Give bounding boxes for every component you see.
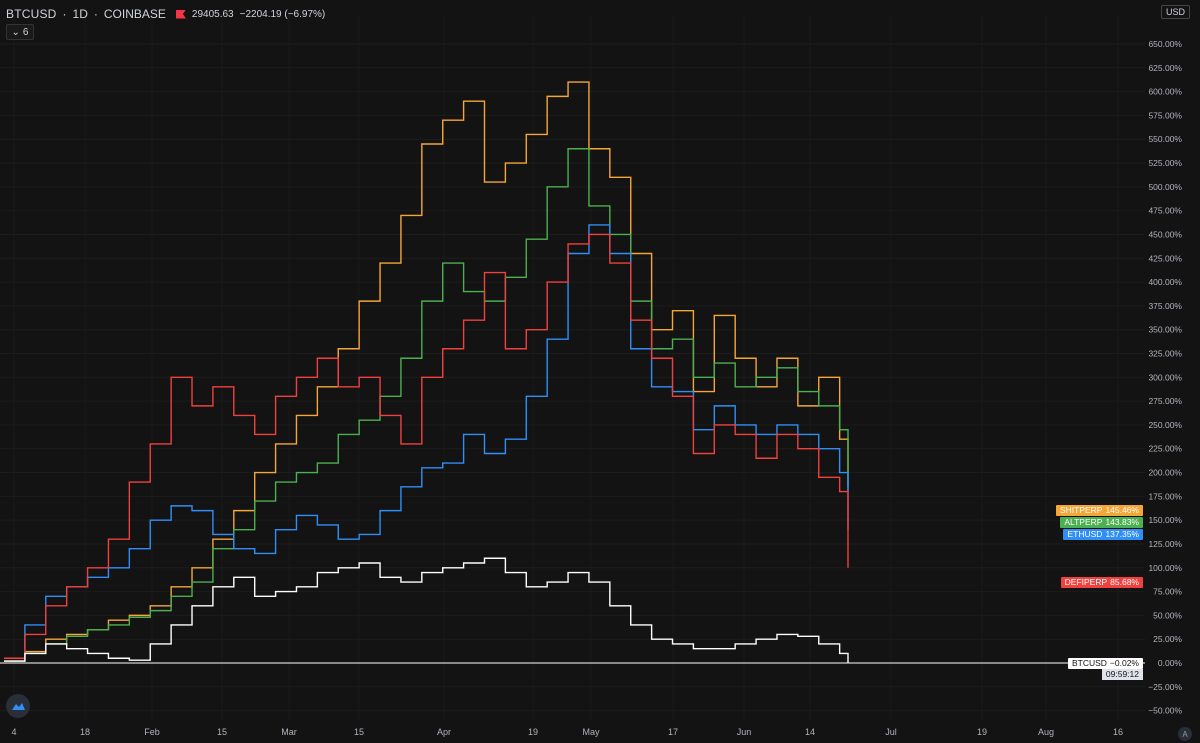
indicators-toggle[interactable]: ⌄ 6 — [6, 24, 34, 40]
legend-header: BTCUSD · 1D · COINBASE 29405.63 −2204.19… — [6, 4, 325, 24]
y-tick-label: −50.00% — [1148, 706, 1182, 716]
y-tick-label: 625.00% — [1148, 63, 1182, 73]
tradingview-logo-icon[interactable] — [6, 694, 30, 718]
y-tick-label: 0.00% — [1158, 658, 1183, 668]
series-name: BTCUSD — [1071, 658, 1107, 668]
series-lines — [4, 81, 849, 663]
series-name: ETHUSD — [1067, 529, 1103, 539]
price-change: −2204.19 (−6.97%) — [239, 8, 326, 20]
y-tick-label: 25.00% — [1153, 634, 1182, 644]
x-tick-label: 15 — [217, 727, 227, 737]
y-tick-label: 375.00% — [1148, 301, 1182, 311]
series-value: 85.68% — [1110, 577, 1139, 587]
x-tick-label: Jul — [885, 727, 897, 737]
x-tick-label: Jun — [737, 727, 752, 737]
ethusd-value-tag: ETHUSD 137.35% — [1063, 529, 1143, 540]
x-tick-label: 17 — [668, 727, 678, 737]
series-value: 145.46% — [1105, 505, 1139, 515]
x-tick-label: 18 — [80, 727, 90, 737]
x-axis: 4 18 Feb 15 Mar 15 Apr 19 May 17 Jun 14 Jul 19 Aug 16 — [11, 727, 1123, 737]
interval-label[interactable]: 1D — [72, 7, 88, 21]
y-tick-label: 200.00% — [1148, 468, 1182, 478]
y-tick-label: 475.00% — [1148, 206, 1182, 216]
y-tick-label: 150.00% — [1148, 515, 1182, 525]
y-tick-label: 275.00% — [1148, 396, 1182, 406]
separator-dot: · — [93, 7, 98, 21]
currency-tag[interactable]: USD — [1160, 5, 1190, 19]
y-tick-label: 50.00% — [1153, 610, 1182, 620]
y-tick-label: 400.00% — [1148, 277, 1182, 287]
series-line-ethusd — [4, 224, 849, 659]
y-tick-label: 75.00% — [1153, 587, 1182, 597]
shitperp-value-tag: SHITPERP 145.46% — [1055, 505, 1143, 516]
series-line-altperp — [4, 148, 849, 662]
x-tick-label: Mar — [281, 727, 297, 737]
y-tick-label: 450.00% — [1148, 229, 1182, 239]
x-tick-label: 19 — [528, 727, 538, 737]
altperp-value-tag: ALTPERP 143.83% — [1060, 517, 1143, 528]
series-value: −0.02% — [1109, 658, 1139, 668]
x-tick-label: 14 — [805, 727, 815, 737]
y-tick-label: 350.00% — [1148, 325, 1182, 335]
series-line-defiperp — [4, 233, 849, 659]
y-tick-label: 325.00% — [1148, 349, 1182, 359]
y-tick-label: 650.00% — [1148, 39, 1182, 49]
x-tick-label: 19 — [977, 727, 987, 737]
y-tick-label: 175.00% — [1148, 491, 1182, 501]
series-name: SHITPERP — [1059, 505, 1103, 515]
x-tick-label: 16 — [1113, 727, 1123, 737]
x-tick-label: 15 — [354, 727, 364, 737]
series-line-shitperp — [4, 81, 849, 662]
x-tick-label: Apr — [437, 727, 451, 737]
last-price: 29405.63 — [191, 8, 234, 20]
y-tick-label: 125.00% — [1148, 539, 1182, 549]
y-tick-label: 300.00% — [1148, 372, 1182, 382]
series-line-btcusd — [4, 557, 849, 663]
bar-countdown: 09:59:12 — [1101, 669, 1143, 680]
y-tick-label: 500.00% — [1148, 182, 1182, 192]
indicator-count: 6 — [22, 26, 29, 38]
y-tick-label: 100.00% — [1148, 563, 1182, 573]
y-tick-label: 225.00% — [1148, 444, 1182, 454]
auto-scale-button[interactable]: A — [1178, 727, 1192, 741]
y-tick-label: 525.00% — [1148, 158, 1182, 168]
grid-lines — [0, 15, 1145, 720]
y-tick-label: 425.00% — [1148, 253, 1182, 263]
exchange-label: COINBASE — [103, 7, 166, 21]
defiperp-value-tag: DEFIPERP 85.68% — [1060, 577, 1143, 588]
y-tick-label: 575.00% — [1148, 110, 1182, 120]
cloud-icon — [12, 703, 25, 710]
separator-dot: · — [62, 7, 67, 21]
y-tick-label: −25.00% — [1148, 682, 1182, 692]
series-value: 143.83% — [1105, 517, 1139, 527]
x-tick-label: Aug — [1038, 727, 1054, 737]
x-tick-label: May — [582, 727, 600, 737]
series-value: 137.35% — [1105, 529, 1139, 539]
series-name: ALTPERP — [1064, 517, 1103, 527]
x-tick-label: Feb — [144, 727, 160, 737]
y-axis: 650.00% 625.00% 600.00% 575.00% 550.00% 525.0… — [1148, 39, 1182, 716]
flag-icon[interactable] — [175, 9, 186, 19]
y-tick-label: 600.00% — [1148, 87, 1182, 97]
y-tick-label: 550.00% — [1148, 134, 1182, 144]
series-name: DEFIPERP — [1064, 577, 1108, 587]
btcusd-value-tag: BTCUSD −0.02% — [1067, 658, 1143, 669]
y-tick-label: 250.00% — [1148, 420, 1182, 430]
symbol-label[interactable]: BTCUSD — [6, 7, 57, 21]
x-tick-label: 4 — [11, 727, 16, 737]
chevron-down-icon: ⌄ — [11, 26, 20, 38]
